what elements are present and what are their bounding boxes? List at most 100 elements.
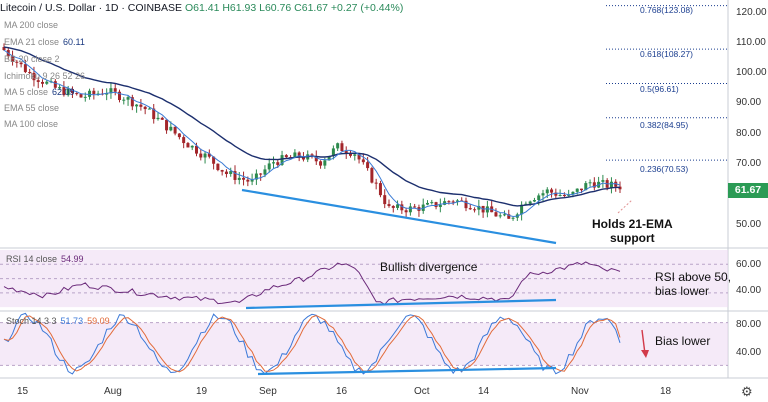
fib-label-0768: 0.768(123.08)	[640, 5, 693, 15]
candle-body	[233, 171, 237, 180]
candle-body	[118, 91, 121, 101]
candle-body	[434, 202, 438, 208]
candle-body	[455, 200, 459, 202]
indicator-ma100[interactable]: MA 100 close	[4, 119, 59, 129]
candle-body	[451, 201, 455, 203]
candle-body	[562, 194, 566, 196]
x-tick-19: 19	[196, 386, 208, 397]
indicator-ema21[interactable]: EMA 21 close 60.11	[4, 37, 85, 47]
candle-body	[353, 154, 357, 156]
candle-body	[580, 188, 583, 191]
candle-body	[105, 93, 109, 95]
ma5-line	[3, 49, 621, 218]
candle-body	[537, 195, 541, 201]
candle-body	[220, 170, 224, 172]
candle-body	[23, 64, 27, 73]
candle-body	[152, 108, 156, 120]
candle-body	[177, 133, 181, 138]
candle-body	[301, 156, 305, 160]
candle-body	[532, 200, 536, 202]
candle-body	[212, 156, 216, 164]
candle-body	[92, 90, 96, 95]
candle-body	[186, 143, 190, 148]
fib-label-0236: 0.236(70.53)	[640, 164, 689, 174]
annotation-holds-ema: Holds 21-EMA support	[592, 217, 673, 245]
price-tick-110: 110.00	[736, 37, 766, 48]
candle-body	[614, 181, 618, 187]
candle-body	[498, 215, 502, 217]
candle-body	[135, 104, 139, 107]
candle-body	[96, 93, 100, 95]
candle-body	[284, 155, 288, 158]
candle-body	[280, 155, 284, 165]
indicator-ma5[interactable]: MA 5 close 62.09	[4, 87, 75, 97]
stoch-legend[interactable]: Stoch 14 3 3 51.73 59.09	[6, 316, 110, 326]
rsi-legend[interactable]: RSI 14 close 54.99	[6, 254, 84, 264]
candle-body	[53, 81, 57, 88]
candle-body	[169, 126, 173, 131]
candle-body	[314, 156, 318, 162]
candle-body	[224, 171, 228, 175]
indicator-ichimoku[interactable]: Ichimoku 9 26 52 26	[4, 71, 86, 81]
candle-body	[404, 210, 408, 213]
candle-body	[588, 182, 592, 184]
candle-body	[173, 126, 177, 134]
ohlc-readout: O61.41 H61.93 L60.76 C61.67 +0.27 (+0.44…	[184, 2, 404, 14]
x-tick-16: 16	[336, 386, 348, 397]
candle-body	[387, 204, 391, 206]
x-tick-oct: Oct	[414, 386, 430, 397]
x-tick-14: 14	[478, 386, 490, 397]
candle-body	[336, 143, 340, 149]
candle-body	[400, 204, 404, 211]
candle-body	[242, 177, 246, 180]
candle-body	[143, 106, 147, 110]
candle-body	[443, 201, 447, 205]
stoch-band	[0, 322, 728, 366]
candle-body	[550, 189, 554, 193]
annotation-rsi-above: RSI above 50, bias lower	[655, 270, 732, 298]
candle-body	[361, 159, 365, 163]
candle-body	[473, 209, 477, 211]
candle-body	[237, 177, 241, 180]
price-tick-50: 50.00	[736, 219, 762, 230]
x-tick-aug: Aug	[104, 386, 122, 397]
candle-body	[2, 47, 6, 51]
indicator-bb[interactable]: BB 20 close 2	[4, 54, 60, 64]
candle-body	[344, 151, 348, 154]
candle-body	[558, 194, 562, 196]
candle-body	[297, 152, 301, 157]
candle-body	[45, 81, 49, 84]
candle-body	[541, 193, 545, 196]
candle-body	[19, 62, 23, 65]
candle-body	[370, 168, 374, 183]
candle-body	[520, 204, 524, 215]
price-tick-120: 120.00	[736, 7, 767, 18]
candle-body	[109, 88, 113, 94]
indicator-ema55[interactable]: EMA 55 close	[4, 103, 60, 113]
candle-body	[293, 152, 297, 158]
candle-body	[32, 72, 36, 81]
indicator-ma200[interactable]: MA 200 close	[4, 20, 59, 30]
price-tick-70: 70.00	[736, 158, 762, 169]
symbol-title: Litecoin / U.S. Dollar · 1D · COINBASE	[0, 2, 183, 14]
candle-body	[408, 206, 412, 213]
candle-body	[276, 162, 280, 165]
fib-label-0618: 0.618(108.27)	[640, 49, 693, 59]
price-tick-100: 100.00	[736, 67, 767, 78]
support-trendline	[241, 188, 557, 245]
candle-body	[70, 88, 74, 94]
candle-body	[199, 153, 203, 158]
settings-gear-icon[interactable]: ⚙	[741, 384, 753, 399]
x-tick-sep: Sep	[259, 386, 277, 397]
annotation-bullish-divergence: Bullish divergence	[380, 260, 478, 274]
candle-body	[413, 206, 417, 208]
candle-body	[477, 205, 481, 210]
candle-body	[357, 154, 361, 160]
candle-body	[438, 204, 442, 208]
candle-body	[464, 200, 468, 209]
candle-body	[165, 119, 169, 131]
candle-body	[383, 195, 387, 205]
fib-label-0382: 0.382(84.95)	[640, 120, 689, 130]
last-price-badge: 61.67	[728, 183, 768, 198]
